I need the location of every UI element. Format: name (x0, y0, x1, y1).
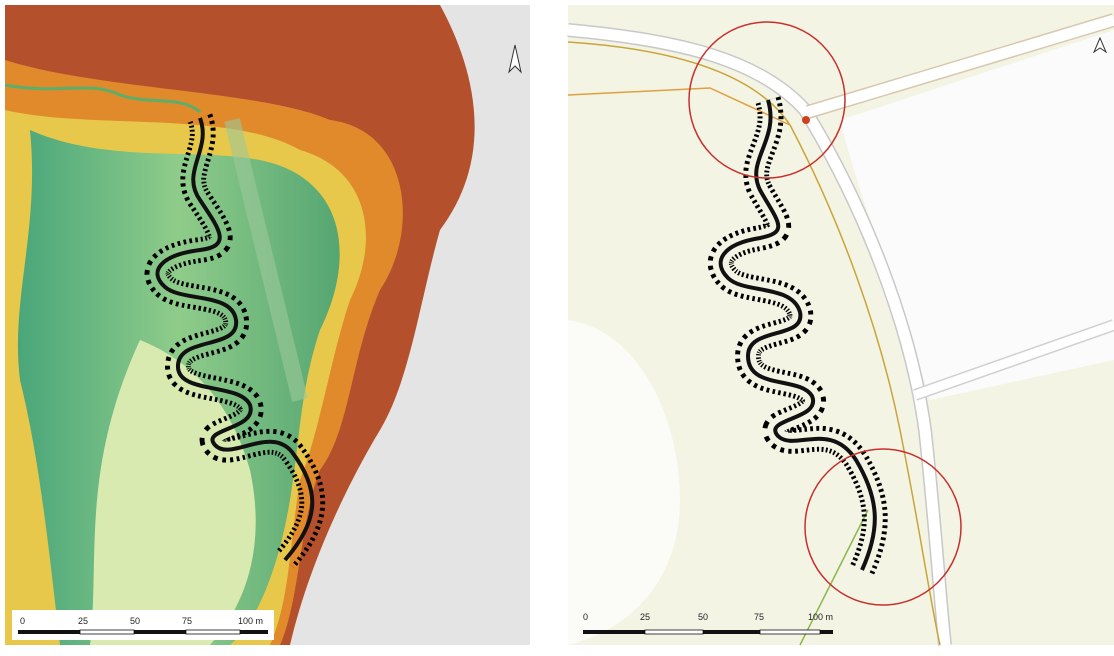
scale-label: 75 (182, 616, 192, 626)
scale-label: 50 (698, 612, 708, 622)
elevation-map (4, 5, 530, 645)
scale-label: 0 (583, 612, 588, 622)
scale-label: 75 (754, 612, 764, 622)
scale-label: 100 m (808, 612, 833, 622)
scale-label: 25 (640, 612, 650, 622)
scale-label: 25 (78, 616, 88, 626)
scale-bar: 0 25 50 75 100 m (12, 610, 274, 640)
scale-label: 0 (20, 616, 25, 626)
scale-label: 100 m (238, 616, 263, 626)
base-map (567, 5, 1114, 646)
scale-label: 50 (130, 616, 140, 626)
scale-bar: 0 25 50 75 100 m (583, 612, 833, 635)
